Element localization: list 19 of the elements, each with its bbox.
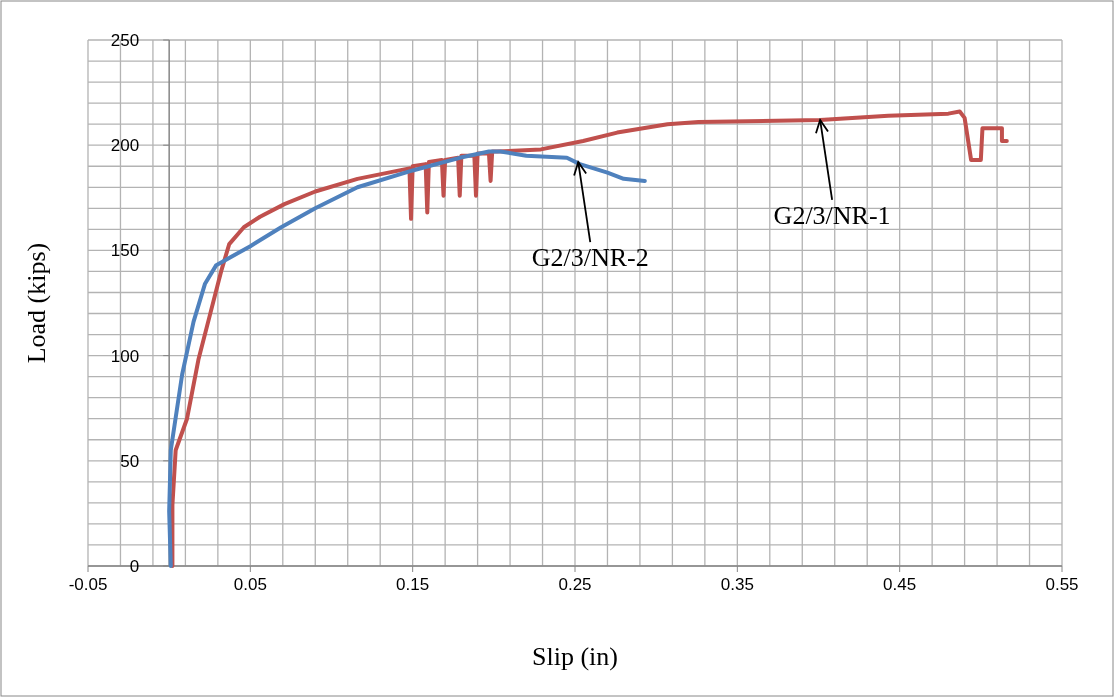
- x-tick-label: 0.05: [233, 575, 267, 594]
- x-tick-label: 0.55: [1045, 575, 1079, 594]
- annotation: G2/3/NR-2: [531, 243, 649, 273]
- x-tick-label: 0.15: [396, 575, 430, 594]
- y-tick-label: 100: [110, 346, 140, 366]
- y-tick-label: 50: [120, 451, 140, 471]
- line-series: [170, 109, 1009, 568]
- y-tick-label: 0: [129, 557, 140, 576]
- annotation: G2/3/NR-1: [773, 200, 891, 230]
- y-axis-title: Load (kips): [22, 242, 51, 364]
- line-series: [167, 149, 647, 568]
- y-tick-label: 250: [110, 31, 140, 50]
- x-tick-label: 0.45: [883, 575, 917, 594]
- x-tick-label: -0.05: [68, 575, 108, 594]
- y-tick-label: 200: [110, 136, 140, 156]
- x-tick-label: 0.35: [720, 575, 754, 594]
- x-tick-label: 0.25: [558, 575, 592, 594]
- y-tick-label: 150: [110, 241, 140, 261]
- x-axis-title: Slip (in): [532, 642, 618, 671]
